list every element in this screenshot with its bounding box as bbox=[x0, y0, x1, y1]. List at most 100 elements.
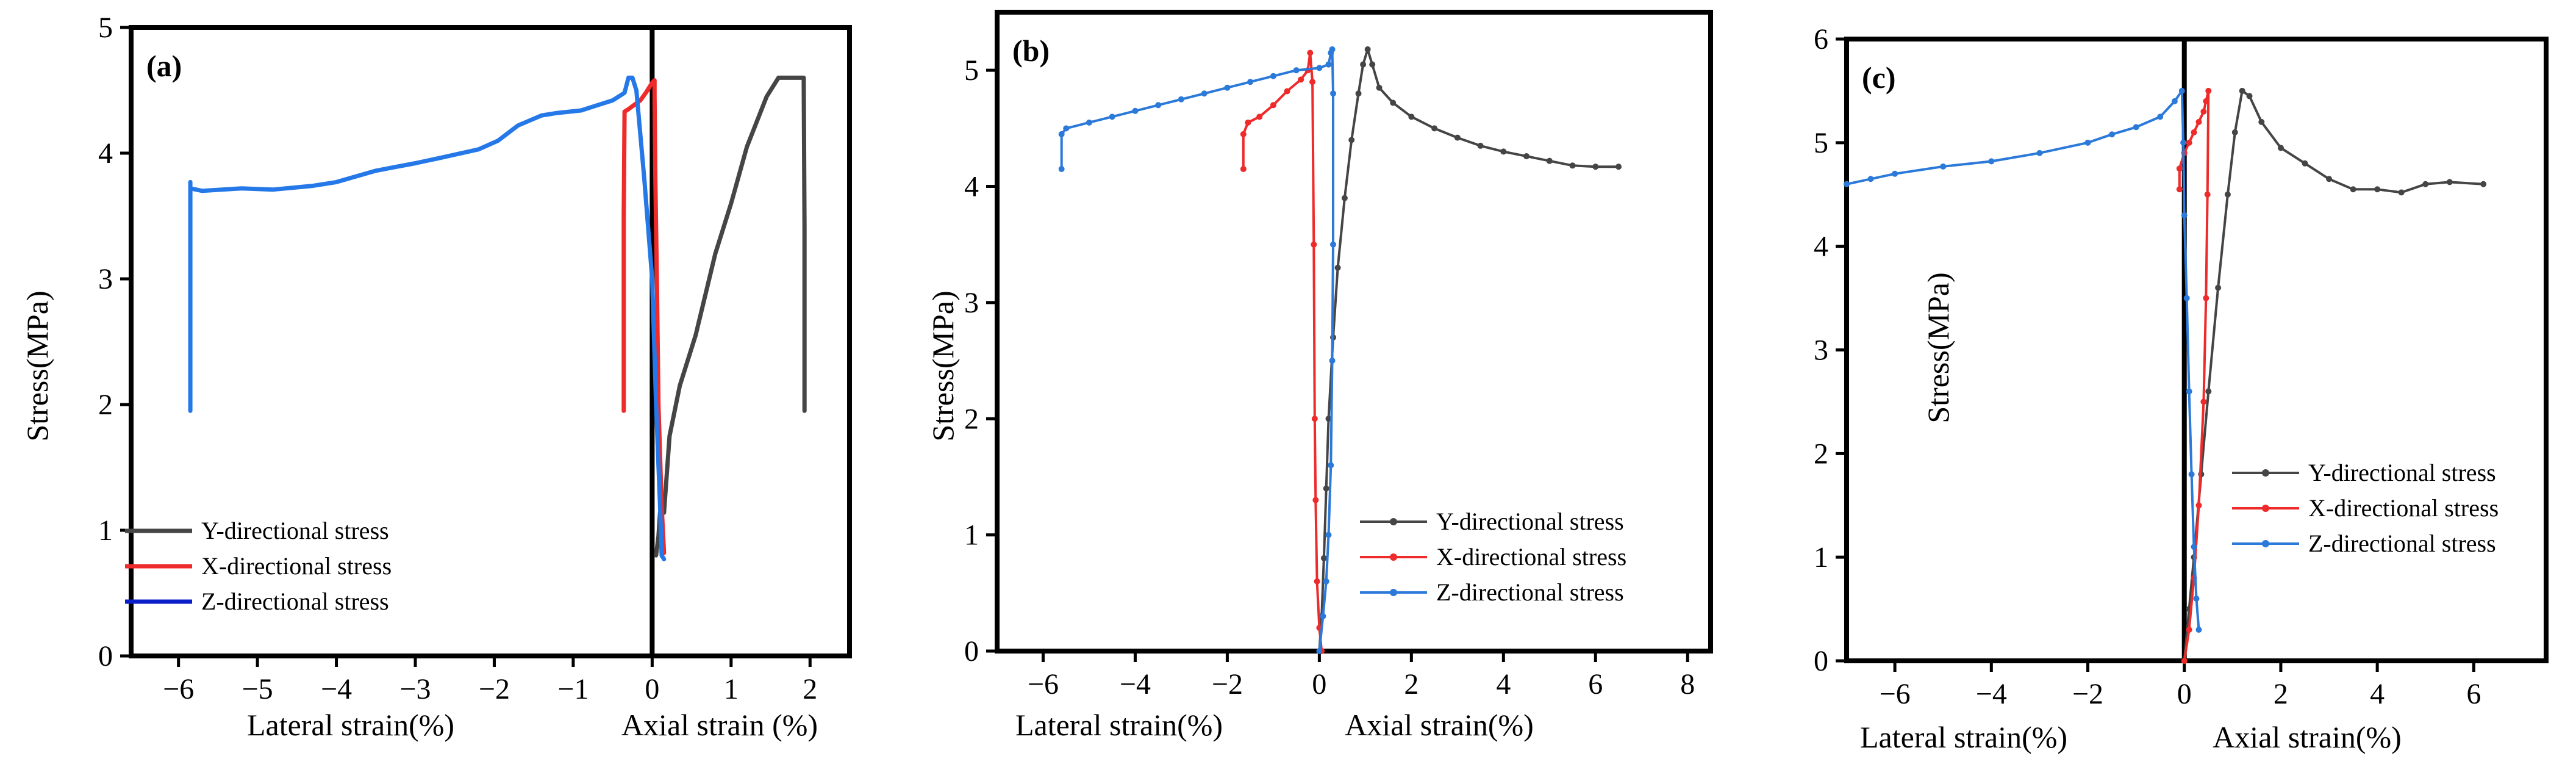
data-point bbox=[2186, 627, 2192, 633]
data-point bbox=[1063, 125, 1070, 132]
data-point bbox=[1844, 181, 1850, 187]
y-tick-label: 4 bbox=[964, 171, 979, 203]
data-point bbox=[1293, 67, 1300, 74]
data-point bbox=[2191, 544, 2197, 550]
y-tick-label: 3 bbox=[964, 287, 979, 319]
data-point bbox=[1224, 84, 1231, 91]
data-point bbox=[2205, 87, 2212, 94]
data-point bbox=[1325, 531, 1332, 538]
series-line-y bbox=[2183, 89, 2485, 662]
data-point bbox=[1155, 102, 1162, 109]
data-point bbox=[1348, 137, 1355, 143]
chart-panel-b: 0 1 2 3 4 5 −6 −4 −2 0 2 4 6 8 (b) Stress(MPa) Lateral s… bbox=[926, 10, 1713, 742]
data-point bbox=[2398, 189, 2405, 196]
series-line-x bbox=[621, 78, 667, 555]
x-tick-label: −3 bbox=[399, 673, 431, 705]
data-point bbox=[2186, 139, 2192, 146]
y-tick-label: 4 bbox=[1814, 231, 1828, 263]
data-point bbox=[2171, 98, 2178, 104]
data-point bbox=[1325, 416, 1332, 422]
panel-label: (c) bbox=[1862, 60, 1896, 95]
data-point bbox=[2480, 181, 2487, 187]
data-point bbox=[2176, 186, 2183, 193]
data-point bbox=[2374, 186, 2381, 193]
data-point bbox=[2157, 113, 2164, 120]
x-tick-label: 2 bbox=[2274, 678, 2288, 710]
data-point bbox=[1311, 241, 1317, 248]
data-point bbox=[1892, 170, 1898, 177]
data-point bbox=[1592, 164, 1599, 170]
x-tick-label: 1 bbox=[724, 673, 739, 705]
data-point bbox=[2215, 284, 2222, 291]
data-point bbox=[1341, 195, 1348, 201]
x-tick-label: 0 bbox=[1312, 668, 1326, 700]
data-point bbox=[1316, 648, 1323, 654]
data-point bbox=[2178, 87, 2185, 94]
data-point bbox=[1240, 131, 1247, 137]
data-point bbox=[1109, 113, 1115, 120]
data-point bbox=[2246, 93, 2253, 99]
data-point bbox=[1309, 79, 1316, 85]
legend-marker bbox=[2262, 540, 2269, 547]
data-point bbox=[1312, 497, 1319, 503]
y-tick-label: 0 bbox=[1814, 645, 1828, 677]
data-point bbox=[1311, 416, 1318, 422]
y-tick-label: 0 bbox=[964, 635, 979, 668]
data-point bbox=[2258, 118, 2265, 125]
legend-marker bbox=[2262, 469, 2269, 477]
data-point bbox=[2180, 139, 2187, 146]
data-point bbox=[2176, 165, 2183, 172]
x-tick-label: −6 bbox=[163, 673, 194, 705]
data-point bbox=[2183, 295, 2190, 301]
panel-label: (a) bbox=[146, 49, 182, 83]
x-tick-label: −4 bbox=[321, 673, 352, 705]
data-point bbox=[1477, 142, 1484, 149]
data-point bbox=[1360, 61, 1367, 68]
data-point bbox=[2446, 179, 2453, 185]
x-tick-label: −2 bbox=[479, 673, 510, 705]
legend-label: Z-directional stress bbox=[2308, 530, 2496, 557]
legend-marker bbox=[2262, 505, 2269, 512]
data-point bbox=[1454, 134, 1461, 141]
data-point bbox=[2188, 471, 2195, 478]
data-point bbox=[1329, 358, 1336, 364]
data-point bbox=[1334, 264, 1341, 271]
data-point bbox=[1270, 73, 1276, 79]
data-point bbox=[2277, 145, 2284, 151]
data-point bbox=[2193, 596, 2200, 602]
y-tick-label: 5 bbox=[964, 54, 979, 87]
data-point bbox=[1369, 61, 1376, 68]
data-point bbox=[1314, 578, 1320, 585]
data-point bbox=[1284, 88, 1290, 95]
x-tick-label: −1 bbox=[557, 673, 589, 705]
y-axis-title: Stress(MPa) bbox=[20, 290, 54, 441]
data-point bbox=[1328, 462, 1334, 469]
data-point bbox=[2326, 176, 2333, 182]
data-point bbox=[1569, 162, 1576, 169]
data-point bbox=[1256, 113, 1263, 120]
data-point bbox=[2200, 398, 2207, 405]
x-tick-label: 8 bbox=[1680, 668, 1695, 700]
data-point bbox=[1132, 107, 1139, 114]
data-point bbox=[2195, 502, 2202, 509]
x-axis-title-right: Axial strain(%) bbox=[2213, 720, 2402, 754]
data-point bbox=[1330, 90, 1337, 97]
y-tick-label: 2 bbox=[98, 389, 113, 421]
data-point bbox=[1245, 119, 1251, 126]
data-point bbox=[2224, 191, 2231, 198]
data-point bbox=[2181, 212, 2188, 218]
data-point bbox=[1330, 241, 1337, 248]
data-point bbox=[2302, 160, 2308, 167]
data-point bbox=[1390, 99, 1397, 106]
data-point bbox=[1431, 125, 1438, 132]
x-tick-label: 6 bbox=[2466, 678, 2481, 710]
data-point bbox=[1376, 84, 1383, 91]
data-point bbox=[1320, 555, 1327, 561]
data-point bbox=[2231, 129, 2238, 135]
data-point bbox=[2036, 149, 2043, 156]
x-tick-label: −2 bbox=[2072, 678, 2103, 710]
data-point bbox=[2195, 118, 2202, 125]
data-point bbox=[1329, 46, 1336, 52]
data-point bbox=[1307, 49, 1314, 56]
data-point bbox=[1355, 90, 1362, 97]
